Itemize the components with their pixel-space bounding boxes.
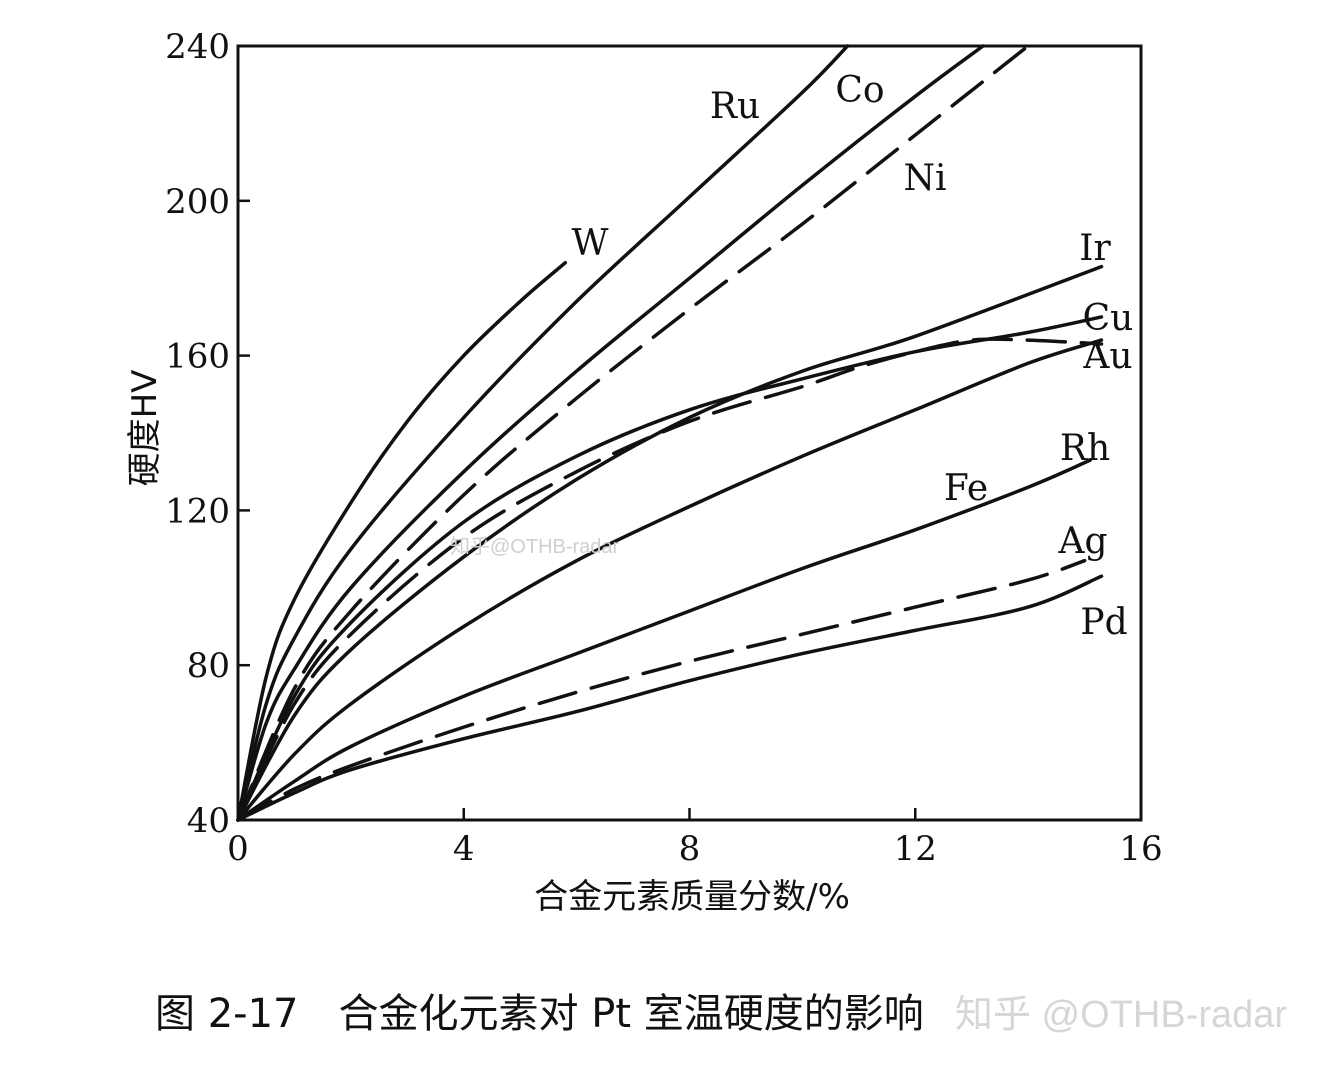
y-tick-label: 40 (187, 801, 230, 841)
y-tick-label: 80 (187, 646, 230, 686)
x-tick-label: 12 (894, 829, 937, 869)
series-line-pd (236, 574, 1104, 822)
series-label-ag: Ag (1057, 521, 1107, 562)
y-tick-label: 120 (165, 491, 230, 531)
watermark-corner: 知乎 @OTHB-radar (955, 994, 1287, 1036)
y-tick-label: 160 (165, 337, 230, 377)
series-label-rh: Rh (1060, 428, 1110, 469)
series-line-ir (236, 264, 1104, 822)
x-tick-label: 0 (227, 829, 249, 869)
y-tick-label: 240 (165, 27, 230, 67)
series-label-pd: Pd (1080, 602, 1127, 643)
figure-caption: 图 2-17 合金化元素对 Pt 室温硬度的影响 (155, 991, 924, 1037)
y-axis-ticks: 40 80 120 160 200 240 (165, 27, 250, 841)
x-tick-label: 4 (453, 829, 475, 869)
x-axis-ticks: 0 4 8 12 16 (227, 808, 1163, 869)
series-line-co (236, 44, 985, 822)
series-label-fe: Fe (944, 468, 988, 509)
series-label-ir: Ir (1079, 228, 1111, 269)
plot-frame (236, 44, 1143, 822)
series-label-ru: Ru (710, 86, 760, 127)
series-line-fe (236, 338, 1104, 822)
series-line-ru (236, 44, 850, 822)
series-lines (236, 44, 1104, 822)
x-tick-label: 16 (1119, 829, 1162, 869)
series-line-au (236, 337, 1104, 822)
watermark-center: 知乎@OTHB-radar (450, 535, 620, 558)
series-label-au: Au (1082, 336, 1132, 377)
series-line-rh (236, 458, 1092, 822)
series-line-ni (236, 44, 1030, 822)
series-line-ag (236, 558, 1087, 822)
x-tick-label: 8 (679, 829, 701, 869)
plot-area-border (236, 44, 1143, 822)
series-label-w: W (571, 223, 608, 264)
series-line-w (236, 260, 568, 822)
series-label-ni: Ni (903, 158, 946, 199)
series-label-cu: Cu (1083, 298, 1134, 339)
y-tick-label: 200 (165, 182, 230, 222)
y-axis-title: 硬度HV (125, 370, 165, 487)
series-label-co: Co (835, 70, 884, 111)
x-axis-title: 合金元素质量分数/% (534, 877, 850, 917)
